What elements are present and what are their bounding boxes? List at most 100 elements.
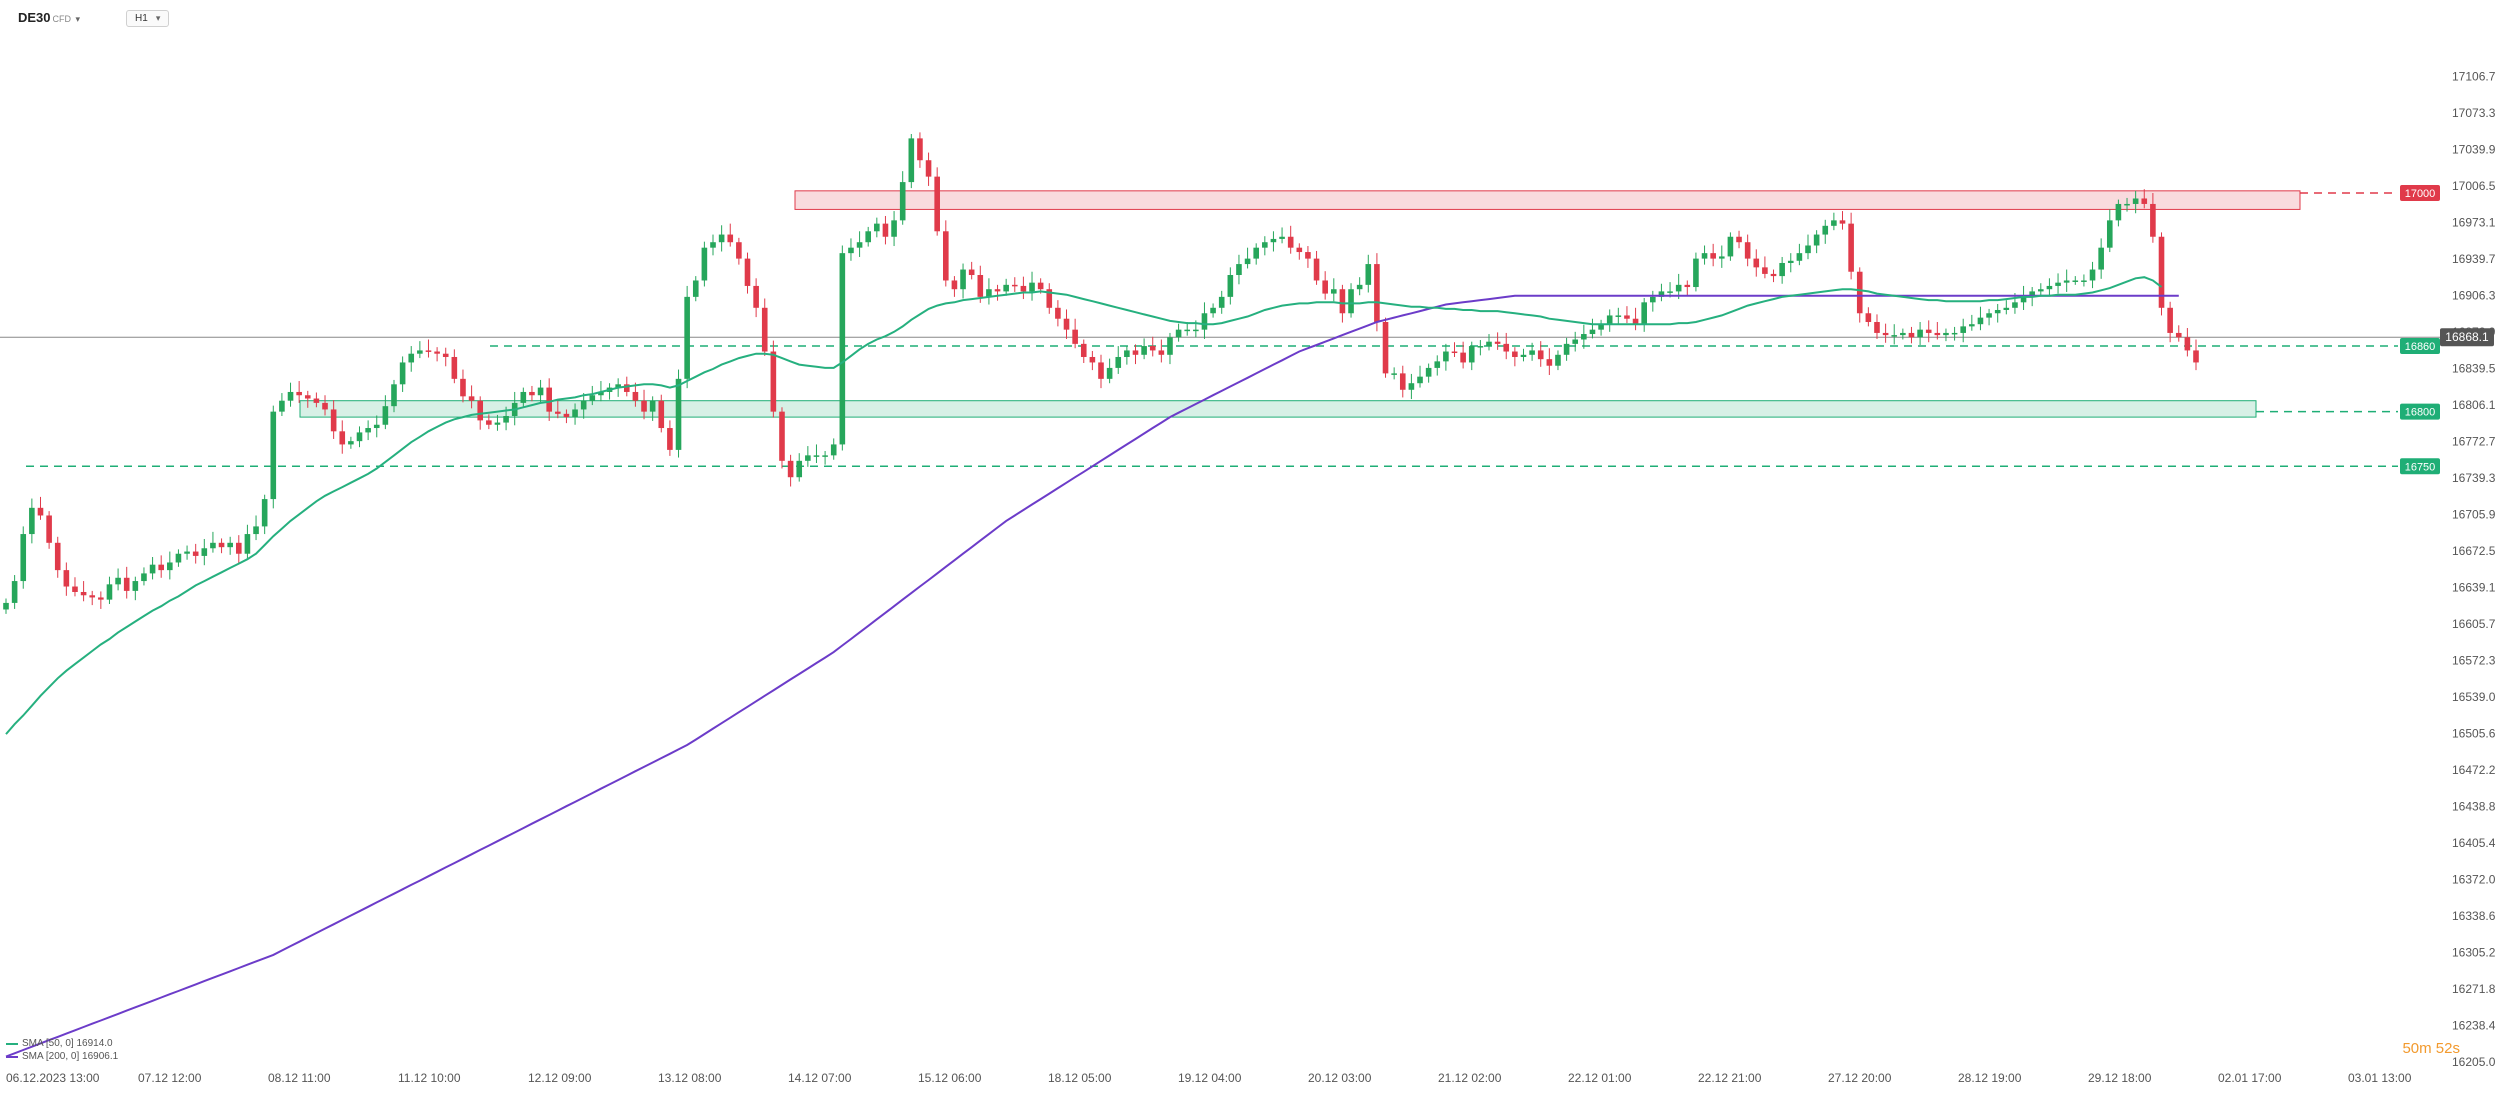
candle-body <box>167 562 173 571</box>
candle-body <box>2072 280 2079 282</box>
candle-body <box>1865 313 1872 323</box>
y-tick-label: 17106.7 <box>2452 69 2496 83</box>
candle-body <box>46 515 52 543</box>
candle-body <box>1960 326 1967 333</box>
candle-body <box>175 553 182 563</box>
candle-body <box>839 253 846 445</box>
candle-body <box>1667 291 1673 293</box>
candle-body <box>1684 284 1691 288</box>
candle-body <box>615 384 621 388</box>
y-tick-label: 16405.4 <box>2452 836 2496 850</box>
candle-body <box>675 378 682 450</box>
y-tick-label: 16839.5 <box>2452 361 2496 375</box>
candle-body <box>486 420 492 425</box>
candle-body <box>1675 284 1682 292</box>
candle-body <box>1063 318 1070 330</box>
candle-body <box>382 406 389 425</box>
x-tick-label: 29.12 18:00 <box>2088 1071 2152 1085</box>
candle-body <box>1969 324 1975 327</box>
legend-sma200[interactable]: SMA [200, 0] 16906.1 <box>6 1051 118 1062</box>
candle-body <box>2132 198 2139 204</box>
candle-body <box>770 351 777 412</box>
candle-body <box>1615 315 1622 317</box>
candle-body <box>1262 242 1268 248</box>
legend-sma50[interactable]: SMA [50, 0] 16914.0 <box>6 1038 113 1049</box>
sma200-swatch-icon <box>6 1055 18 1058</box>
candle-body <box>2124 203 2130 206</box>
candle-body <box>1055 307 1061 319</box>
candle-body <box>1650 296 1656 303</box>
candle-body <box>348 441 354 445</box>
sma200-line <box>5 294 2179 1058</box>
candle-body <box>1244 258 1251 265</box>
chevron-down-icon[interactable]: ▾ <box>75 14 81 24</box>
timeframe-selector[interactable]: H1 ▾ <box>126 9 170 27</box>
candle-body <box>1529 350 1535 355</box>
y-tick-label: 16372.0 <box>2452 872 2496 886</box>
candle-body <box>1848 223 1854 272</box>
candle-body <box>1080 343 1087 357</box>
candle-body <box>701 247 708 281</box>
candle-body <box>1753 258 1760 268</box>
legend-sma200-text: SMA [200, 0] 16906.1 <box>22 1051 119 1062</box>
candle-body <box>1693 258 1699 288</box>
time-axis[interactable]: 06.12.2023 13:00 07.12 12:00 08.12 11:00 11… <box>6 1071 2412 1085</box>
candle-body <box>1037 282 1044 290</box>
candle-body <box>779 411 785 461</box>
candle-body <box>1356 284 1363 290</box>
candle-body <box>1305 252 1311 259</box>
candle-body <box>1348 289 1354 314</box>
candle-body <box>1710 253 1716 259</box>
candle-body <box>822 455 828 457</box>
candle-body <box>986 289 992 297</box>
candle-body <box>1477 346 1484 348</box>
candle-body <box>1106 367 1113 379</box>
candle-body <box>408 353 415 363</box>
y-tick-label: 16305.2 <box>2452 945 2496 959</box>
candle-body <box>442 353 449 357</box>
candle-body <box>1132 350 1139 355</box>
candle-body <box>1572 339 1579 344</box>
candle-body <box>434 351 440 354</box>
candle-body <box>787 460 794 478</box>
candle-body <box>1856 271 1863 314</box>
candle-body <box>1460 352 1466 363</box>
candle-body <box>580 400 587 410</box>
sma50-line <box>5 276 2163 735</box>
y-tick-label: 16338.6 <box>2452 909 2496 923</box>
symbol-selector[interactable]: DE30 CFD ▾ <box>18 9 80 27</box>
x-tick-label: 18.12 05:00 <box>1048 1071 1112 1085</box>
candle-body <box>1443 351 1449 362</box>
candle-body <box>1451 351 1458 354</box>
level-tag-17000 <box>2400 185 2440 202</box>
candle-body <box>917 138 923 161</box>
candle-body <box>805 455 811 461</box>
candle-body <box>1546 359 1553 366</box>
price-axis[interactable]: 17106.7 17073.3 17039.9 17006.5 16973.1 16939… <box>2452 69 2496 1069</box>
candle-body <box>1762 267 1768 274</box>
candle-body <box>2020 296 2027 303</box>
candle-body <box>589 395 596 401</box>
candle-body <box>692 280 699 297</box>
candle-body <box>1908 332 1915 338</box>
y-tick-label: 16906.3 <box>2452 288 2496 302</box>
x-tick-label: 21.12 02:00 <box>1438 1071 1502 1085</box>
candle-body <box>253 526 259 535</box>
candle-body <box>63 570 70 587</box>
candle-body <box>649 400 656 412</box>
candle-body <box>667 428 673 450</box>
candle-body <box>503 416 509 423</box>
candle-body <box>641 400 647 412</box>
y-tick-label: 16271.8 <box>2452 982 2496 996</box>
candle-body <box>2038 289 2044 292</box>
candle-body <box>1718 256 1725 259</box>
candle-body <box>1158 350 1165 355</box>
x-tick-label: 08.12 11:00 <box>268 1071 331 1085</box>
candle-body <box>796 460 803 478</box>
candle-countdown: 50m 52s <box>2402 1040 2460 1057</box>
candle-body <box>882 223 889 237</box>
candle-body <box>753 285 759 308</box>
support-zone <box>299 400 2257 418</box>
candle-body <box>1391 373 1397 375</box>
